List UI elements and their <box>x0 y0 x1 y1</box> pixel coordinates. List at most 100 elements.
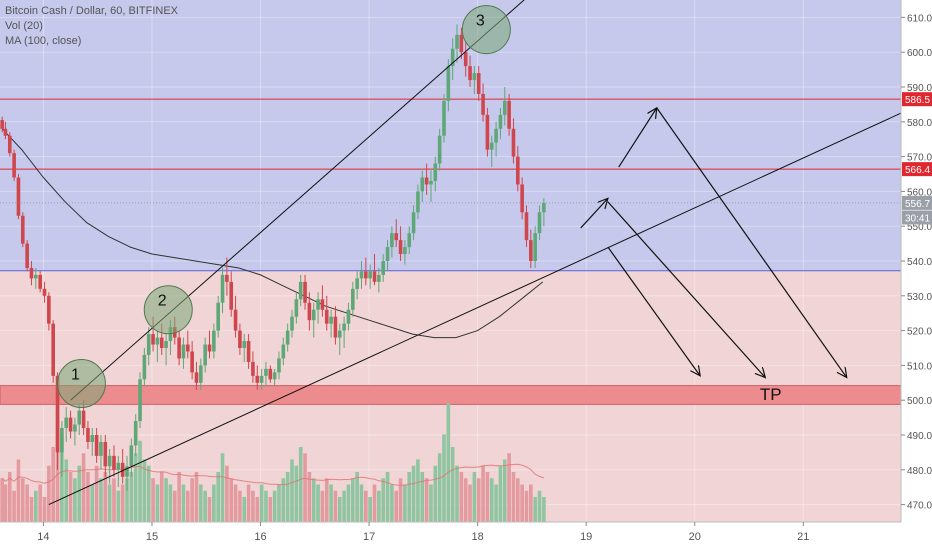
candle-body <box>316 299 320 310</box>
candle-body <box>320 299 325 310</box>
candle-body <box>64 417 69 429</box>
volume-bar <box>502 459 507 522</box>
volume-bar <box>64 459 69 522</box>
time-tick-label: 19 <box>580 531 592 543</box>
key-point-circle <box>56 358 106 408</box>
volume-bar <box>38 484 42 522</box>
candle-body <box>142 354 147 380</box>
candle-body <box>225 274 229 282</box>
candle-body <box>507 100 511 129</box>
volume-bar <box>216 472 220 522</box>
candle-body <box>55 375 60 453</box>
candle-body <box>368 271 372 279</box>
candle-body <box>212 330 216 352</box>
volume-bar <box>403 484 407 522</box>
volume-bar <box>99 478 103 522</box>
candle-body <box>537 212 542 234</box>
projection-arrow <box>618 108 657 168</box>
trendline <box>48 112 902 506</box>
candle-body <box>112 455 116 470</box>
volume-bar <box>446 403 451 522</box>
candle-body <box>34 274 38 279</box>
volume-bar <box>364 490 368 522</box>
candle-body <box>47 295 51 324</box>
candle-body <box>290 316 294 331</box>
volume-bar <box>368 497 372 522</box>
candle-body <box>455 34 459 49</box>
volume-bar <box>133 453 138 522</box>
candle-body <box>103 441 108 467</box>
volume-bar <box>172 490 177 522</box>
symbol-title: Bitcoin Cash / Dollar, 60, BITFINEX <box>5 5 179 17</box>
projection-arrow <box>607 246 700 376</box>
candle-body <box>238 330 242 348</box>
volume-bar <box>51 447 55 522</box>
candle-body <box>181 344 186 359</box>
candle-body <box>177 337 181 359</box>
time-tick-label: 18 <box>472 531 484 543</box>
time-tick-label: 15 <box>146 531 158 543</box>
volume-bar <box>533 497 537 522</box>
candle-body <box>390 233 394 248</box>
price-tick-label: 590.0 <box>907 83 932 94</box>
volume-bar <box>342 490 346 522</box>
price-label-box <box>902 92 932 107</box>
volume-bar <box>268 497 273 522</box>
volume-bar <box>285 472 290 522</box>
volume-bar <box>294 465 299 522</box>
candle-body <box>377 274 381 282</box>
candle-body <box>394 233 399 241</box>
volume-bar <box>12 490 16 522</box>
time-tick-label: 16 <box>254 531 266 543</box>
candle-body <box>216 302 220 331</box>
volume-bar <box>398 478 403 522</box>
volume-bar <box>194 472 199 522</box>
price-tick-label: 530.0 <box>907 292 932 303</box>
candle-body <box>129 445 134 467</box>
volume-bar <box>516 478 520 522</box>
candle-body <box>459 34 464 53</box>
price-tick-label: 520.0 <box>907 327 932 338</box>
volume-bar <box>463 478 468 522</box>
candle-body <box>0 120 4 129</box>
volume-bar <box>20 478 25 522</box>
volume-bar <box>90 484 95 522</box>
volume-bar <box>411 465 416 522</box>
candle-body <box>185 344 190 352</box>
price-label-text: 566.4 <box>905 165 930 176</box>
candle-body <box>81 410 86 429</box>
volume-bar <box>199 484 203 522</box>
price-tick-label: 470.0 <box>907 501 932 512</box>
candle-body <box>99 441 103 456</box>
candle-body <box>520 184 524 213</box>
candle-body <box>411 212 416 234</box>
candle-body <box>294 299 299 317</box>
price-tick-label: 490.0 <box>907 431 932 442</box>
volume-bar <box>242 497 247 522</box>
candle-body <box>125 466 129 477</box>
candle-body <box>298 281 303 300</box>
candle-body <box>138 379 142 422</box>
candle-body <box>489 142 494 150</box>
volume-bar <box>277 484 281 522</box>
volume-bar <box>73 478 77 522</box>
volume-bar <box>116 490 121 522</box>
volume-bar <box>433 465 438 522</box>
volume-bar <box>298 447 303 522</box>
candle-body <box>533 233 537 261</box>
volume-bar <box>81 453 86 522</box>
volume-ma-line <box>1 463 545 486</box>
volume-bar <box>86 472 90 522</box>
price-tick-label: 510.0 <box>907 361 932 372</box>
volume-bar <box>264 490 268 522</box>
volume-bar <box>34 490 38 522</box>
volume-bar <box>107 484 112 522</box>
candle-body <box>242 341 247 348</box>
projection-arrow <box>580 198 608 229</box>
candle-body <box>355 278 359 289</box>
candle-body <box>433 163 438 181</box>
time-tick-label: 14 <box>37 531 49 543</box>
volume-bar <box>385 472 390 522</box>
candle-body <box>281 344 286 359</box>
